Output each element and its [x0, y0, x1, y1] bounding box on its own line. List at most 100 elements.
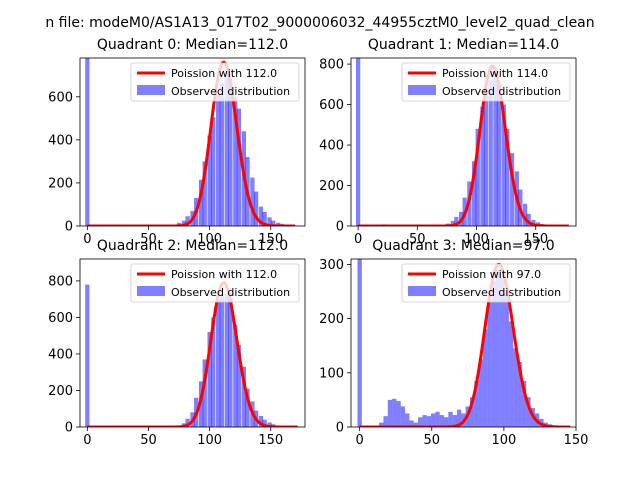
poisson-fit-line — [359, 262, 571, 427]
histogram-bar — [233, 96, 238, 226]
histogram-bar — [409, 420, 414, 427]
y-tick-label: 600 — [48, 311, 73, 326]
histogram-bar — [185, 216, 190, 226]
histogram-bar — [521, 380, 527, 427]
histogram-bar — [236, 344, 242, 427]
y-tick-label: 0 — [336, 421, 344, 436]
x-tick-label: 100 — [197, 433, 222, 448]
histogram-bar — [488, 80, 493, 226]
axes-frame — [79, 258, 306, 428]
histogram-bar — [531, 219, 536, 226]
histogram-bar — [396, 400, 401, 427]
histogram-bar — [387, 399, 393, 427]
histogram-bar — [501, 104, 506, 226]
histogram-bar — [426, 416, 432, 427]
histogram-bar — [228, 77, 233, 226]
histogram-bar — [245, 388, 250, 427]
histogram-bar — [454, 216, 459, 226]
legend-fit-label: Poission with 97.0 — [442, 268, 541, 281]
poisson-fit-line — [87, 60, 296, 226]
histogram-bar — [219, 295, 224, 427]
y-tick-label: 600 — [319, 98, 344, 113]
histogram-bar — [482, 329, 488, 427]
histogram-bar — [517, 361, 522, 427]
x-tick-label: 150 — [258, 433, 283, 448]
histogram-bar — [505, 128, 510, 226]
y-tick-label: 0 — [336, 220, 344, 235]
x-tick-label: 0 — [354, 232, 362, 247]
legend-hist-swatch — [137, 286, 165, 296]
poisson-fit-line — [357, 64, 570, 226]
subplot-title: Quadrant 0: Median=112.0 — [97, 37, 288, 53]
legend-box — [401, 263, 571, 303]
subplot-quadrant-0: 0 50 100 150 0 200 400 600 Poission with 112.0 Ob… — [48, 37, 306, 247]
histogram-bar — [444, 417, 449, 427]
legend-fit-label: Poission with 112.0 — [171, 268, 277, 281]
histogram-bar — [448, 411, 453, 427]
histogram-bar — [185, 418, 190, 427]
y-tick-label: 300 — [319, 258, 344, 273]
y-tick-label: 200 — [48, 384, 73, 399]
histogram-bar — [250, 177, 255, 226]
x-tick-label: 50 — [140, 433, 157, 448]
histogram-bar — [405, 413, 410, 427]
histogram-bar — [475, 128, 480, 226]
histogram-bar — [267, 217, 272, 226]
histogram-bar — [198, 179, 204, 226]
x-tick-label: 0 — [356, 433, 364, 448]
histogram-bar — [526, 213, 531, 226]
plot-area — [355, 58, 570, 226]
histogram-bar — [472, 161, 477, 226]
legend-box — [130, 263, 300, 303]
histogram-bar — [271, 220, 276, 226]
legend-hist-label: Observed distribution — [171, 286, 290, 299]
histogram-bar — [495, 269, 501, 427]
y-tick-label: 200 — [319, 312, 344, 327]
histogram-bar — [422, 415, 427, 427]
histogram-bar — [267, 422, 272, 427]
histogram-bar — [233, 324, 238, 427]
figure-suptitle: n file: modeM0/AS1A13_017T02_9000006032_… — [45, 15, 594, 31]
histogram-bar — [355, 58, 361, 226]
histogram-bar — [526, 397, 531, 427]
histogram-bar — [513, 348, 518, 427]
histogram-bar — [504, 291, 509, 427]
y-tick-label: 400 — [319, 139, 344, 154]
y-tick-label: 200 — [48, 176, 73, 191]
histogram-bar — [474, 380, 479, 427]
histogram-bar — [400, 406, 406, 427]
histogram-bar — [483, 88, 489, 226]
axes-frame — [350, 258, 577, 428]
x-tick-label: 150 — [258, 232, 283, 247]
plot-area — [85, 281, 298, 427]
axes-frame — [350, 57, 577, 227]
subplot-quadrant-2: 0 50 100 150 0 200 400 600 800 Poission with 112.… — [48, 238, 306, 448]
histogram-bar — [480, 106, 485, 226]
histogram-bar — [509, 153, 515, 226]
legend-hist-label: Observed distribution — [442, 286, 561, 299]
legend-hist-swatch — [137, 85, 165, 95]
y-tick-label: 200 — [319, 179, 344, 194]
legend-hist-label: Observed distribution — [442, 85, 561, 98]
subplot-grid: 0 50 100 150 0 200 400 600 Poission with 112.0 Ob… — [48, 37, 588, 448]
histogram-bar — [85, 284, 90, 427]
histogram-bar — [357, 259, 362, 427]
histogram-bar — [522, 203, 528, 226]
legend-hist-swatch — [408, 85, 436, 95]
legend-fit-label: Poission with 114.0 — [442, 67, 548, 80]
axes-frame — [79, 57, 306, 227]
y-tick-label: 0 — [65, 220, 73, 235]
histogram-bar — [202, 161, 207, 226]
histogram-bar — [452, 415, 458, 427]
histogram-bar — [496, 84, 502, 226]
legend-fit-label: Poission with 112.0 — [171, 67, 277, 80]
histogram-bar — [431, 413, 436, 427]
histogram-bar — [258, 206, 264, 226]
plot-area — [357, 259, 571, 427]
legend-hist-label: Observed distribution — [171, 85, 290, 98]
histogram-bar — [253, 191, 259, 226]
y-tick-label: 800 — [319, 58, 344, 73]
histogram-bar — [85, 58, 90, 226]
histogram-bar — [435, 411, 440, 427]
